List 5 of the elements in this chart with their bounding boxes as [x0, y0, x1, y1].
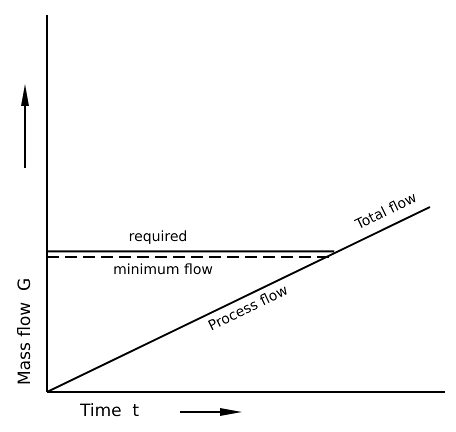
x-axis-title: Time t [79, 401, 140, 421]
annotation: required [128, 229, 188, 245]
annotation: Total flow [352, 190, 420, 234]
annotation: minimum flow [113, 262, 213, 278]
y-axis-title: Mass flow G [15, 278, 35, 385]
